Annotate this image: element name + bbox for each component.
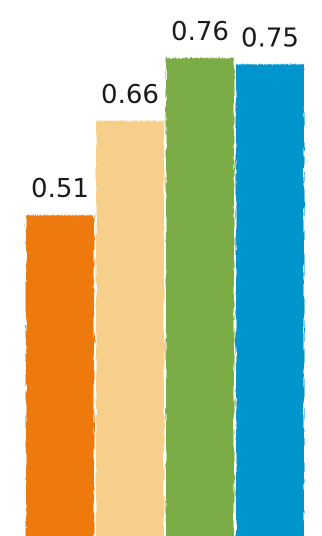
bars-group <box>26 58 304 536</box>
bar-1 <box>26 215 94 536</box>
bar-4 <box>236 64 304 536</box>
labels-group: 0.51 0.66 0.76 0.75 <box>31 17 299 204</box>
value-label-1: 0.51 <box>31 174 89 204</box>
value-label-4: 0.75 <box>241 23 299 53</box>
bar-2 <box>96 120 164 536</box>
bar-3 <box>166 58 234 536</box>
value-label-3: 0.76 <box>171 17 229 47</box>
value-label-2: 0.66 <box>101 80 159 110</box>
